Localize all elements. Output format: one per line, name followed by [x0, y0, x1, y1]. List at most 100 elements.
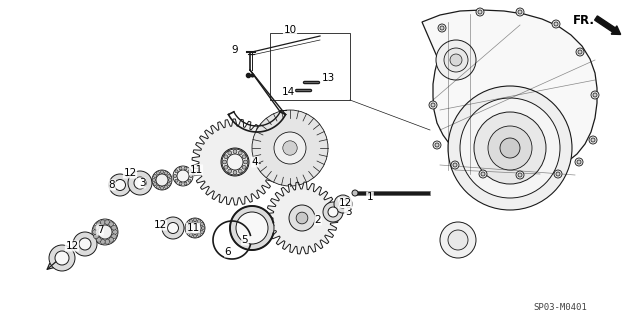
Circle shape [460, 98, 560, 198]
Circle shape [518, 10, 522, 14]
Text: 12: 12 [339, 198, 351, 208]
Circle shape [554, 170, 562, 178]
Circle shape [111, 234, 116, 239]
Circle shape [188, 179, 191, 182]
Circle shape [500, 138, 520, 158]
Circle shape [55, 251, 69, 265]
Circle shape [556, 172, 560, 176]
Circle shape [274, 132, 306, 164]
Text: 12: 12 [154, 220, 166, 230]
Circle shape [589, 136, 597, 144]
Circle shape [109, 222, 114, 226]
Circle shape [223, 160, 227, 164]
Circle shape [334, 195, 352, 213]
Circle shape [98, 225, 112, 239]
Circle shape [164, 185, 168, 189]
Text: FR.: FR. [573, 13, 595, 26]
Circle shape [224, 165, 228, 169]
Circle shape [233, 150, 237, 153]
Circle shape [438, 24, 446, 32]
Circle shape [115, 180, 125, 190]
Circle shape [479, 170, 487, 178]
Circle shape [478, 10, 482, 14]
Circle shape [111, 225, 116, 230]
Circle shape [516, 8, 524, 16]
Circle shape [202, 226, 205, 230]
Circle shape [161, 186, 164, 189]
Text: 12: 12 [65, 241, 79, 251]
Text: 10: 10 [284, 25, 296, 35]
Polygon shape [422, 10, 597, 174]
Circle shape [289, 205, 315, 231]
Circle shape [185, 218, 205, 238]
Circle shape [552, 20, 560, 28]
Circle shape [224, 155, 228, 159]
Text: 12: 12 [124, 168, 136, 178]
Circle shape [593, 93, 597, 97]
Circle shape [236, 212, 268, 244]
Polygon shape [266, 182, 338, 254]
Circle shape [156, 174, 168, 186]
Circle shape [453, 163, 457, 167]
Circle shape [200, 222, 204, 226]
Circle shape [100, 239, 105, 244]
Circle shape [339, 199, 348, 209]
Text: 11: 11 [189, 165, 203, 175]
Text: 11: 11 [186, 223, 200, 233]
Circle shape [97, 237, 101, 242]
Circle shape [189, 174, 193, 177]
Circle shape [328, 207, 338, 217]
Circle shape [244, 160, 248, 164]
Circle shape [184, 167, 187, 170]
Circle shape [92, 219, 118, 245]
Circle shape [575, 158, 583, 166]
Circle shape [476, 8, 484, 16]
Circle shape [79, 238, 91, 250]
Circle shape [429, 101, 437, 109]
Circle shape [197, 233, 200, 236]
Text: 6: 6 [225, 247, 231, 257]
Text: 8: 8 [109, 180, 115, 190]
Circle shape [197, 219, 200, 223]
Circle shape [238, 151, 242, 155]
Circle shape [252, 110, 328, 186]
FancyArrow shape [595, 16, 621, 34]
Text: 3: 3 [139, 178, 145, 188]
Circle shape [431, 103, 435, 107]
Circle shape [186, 226, 189, 230]
Circle shape [323, 202, 343, 222]
Circle shape [189, 219, 193, 223]
Circle shape [134, 177, 146, 189]
Circle shape [448, 86, 572, 210]
Circle shape [518, 173, 522, 177]
Circle shape [516, 171, 524, 179]
Circle shape [109, 237, 114, 242]
Circle shape [296, 212, 308, 224]
Circle shape [221, 148, 249, 176]
Circle shape [162, 217, 184, 239]
Circle shape [228, 156, 241, 168]
Circle shape [97, 222, 101, 226]
Circle shape [154, 182, 157, 186]
Circle shape [238, 169, 242, 173]
Circle shape [578, 50, 582, 54]
Circle shape [228, 169, 232, 173]
Circle shape [222, 149, 248, 175]
Circle shape [576, 48, 584, 56]
Circle shape [435, 143, 439, 147]
Circle shape [152, 178, 156, 182]
Text: 9: 9 [232, 45, 238, 55]
Circle shape [177, 170, 189, 182]
Circle shape [444, 48, 468, 72]
Circle shape [93, 225, 99, 230]
Circle shape [186, 222, 189, 226]
Circle shape [189, 222, 201, 234]
Text: SP03-M0401: SP03-M0401 [533, 303, 587, 313]
Text: 2: 2 [315, 215, 321, 225]
Circle shape [167, 182, 170, 186]
Circle shape [167, 174, 170, 178]
Circle shape [175, 179, 178, 182]
Circle shape [109, 174, 131, 196]
Text: 7: 7 [97, 225, 103, 235]
Circle shape [200, 230, 204, 234]
